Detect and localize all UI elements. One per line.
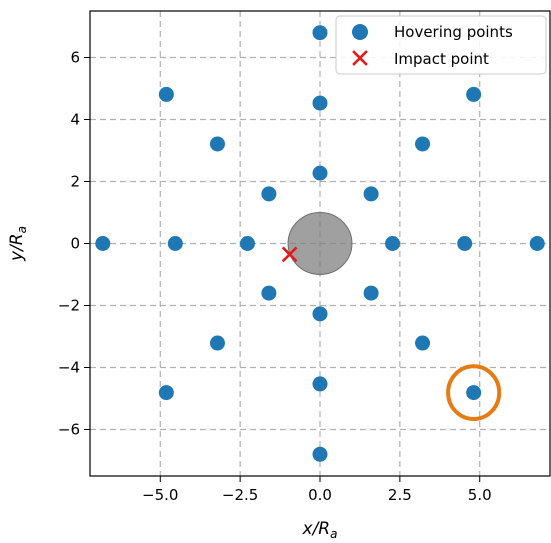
legend-impact-label: Impact point [394, 50, 489, 68]
x-tick-label: 5.0 [468, 486, 492, 504]
y-tick-label: 0 [70, 235, 80, 253]
hovering-point [312, 376, 328, 392]
x-tick-label: 0.0 [308, 486, 332, 504]
hovering-point [363, 186, 379, 202]
hovering-point [158, 385, 174, 401]
y-tick-label: 6 [70, 49, 80, 67]
center-disk [287, 212, 353, 275]
hovering-point [466, 385, 482, 401]
legend-box [335, 15, 547, 75]
hovering-point [261, 186, 277, 202]
x-tick-label: −2.5 [222, 486, 258, 504]
hovering-point [95, 236, 111, 251]
highlight-ring [446, 364, 502, 421]
y-tick-label: 2 [70, 173, 80, 191]
data-markers [95, 25, 545, 462]
y-tick-label: −2 [58, 297, 80, 315]
x-tick-label: −5.0 [142, 486, 178, 504]
y-tick-label: −4 [58, 359, 80, 377]
hovering-point [261, 285, 277, 301]
impact-point-stroke [281, 246, 298, 263]
hovering-point [312, 165, 328, 181]
impact-point-marker [281, 246, 298, 263]
hovering-point [167, 236, 183, 251]
hovering-point [239, 236, 255, 251]
hovering-point [385, 236, 401, 251]
hovering-point [466, 86, 482, 102]
axis-ticks: −5.0 −2.5 0.0 2.5 5.0 −6 −4 −2 0 2 4 6 [58, 49, 492, 505]
y-tick-label: 4 [70, 111, 80, 129]
chart-decorations [287, 212, 353, 275]
hovering-point [529, 236, 545, 251]
hovering-point [363, 285, 379, 301]
legend-impact-marker [352, 50, 368, 66]
x-tick-label: 2.5 [388, 486, 412, 504]
hovering-point [209, 136, 225, 152]
hovering-point [312, 95, 328, 111]
hovering-point [312, 25, 328, 41]
y-tick-label: −6 [58, 421, 80, 439]
legend-hovering-marker [352, 24, 368, 40]
hovering-point [158, 86, 174, 102]
hovering-point [457, 236, 473, 251]
legend-hovering-label: Hovering points [394, 23, 513, 41]
legend: Hovering points Impact point [335, 15, 547, 75]
hovering-point [209, 335, 225, 351]
y-axis-label: y/Ra [7, 226, 29, 262]
hovering-point [415, 136, 431, 152]
hovering-point [312, 446, 328, 462]
x-axis-label: x/Ra [302, 519, 338, 541]
hovering-point [415, 335, 431, 351]
hovering-point [312, 306, 328, 322]
